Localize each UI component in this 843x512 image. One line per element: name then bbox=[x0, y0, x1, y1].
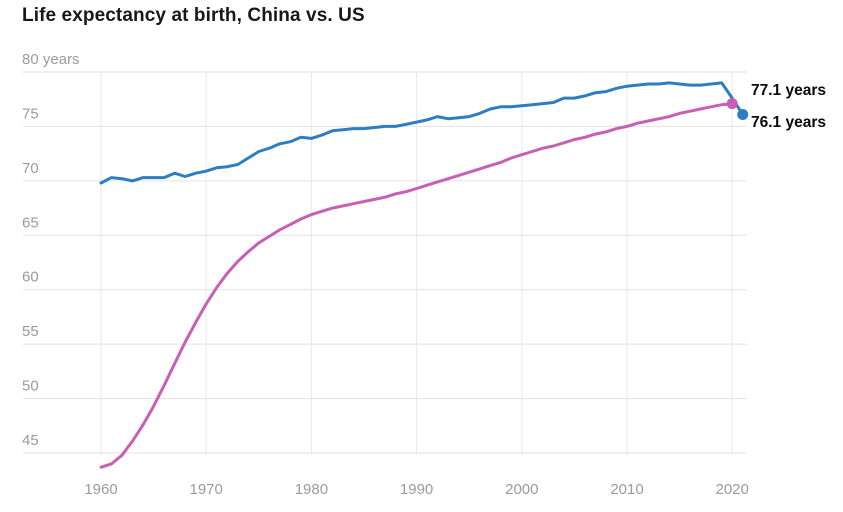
x-tick-label: 1990 bbox=[400, 481, 433, 498]
x-tick-label: 2020 bbox=[716, 481, 749, 498]
us-end-dot bbox=[737, 108, 749, 120]
us-end-value-label: 76.1 years bbox=[751, 114, 826, 131]
x-tick-label: 1980 bbox=[295, 481, 328, 498]
china-end-dot bbox=[726, 98, 738, 110]
x-tick-label: 1960 bbox=[84, 481, 117, 498]
us-line bbox=[99, 81, 745, 185]
chart-title: Life expectancy at birth, China vs. US bbox=[22, 5, 365, 26]
china-end-value-label: 77.1 years bbox=[751, 82, 826, 99]
y-tick-label: 70 bbox=[22, 160, 39, 177]
china-line bbox=[99, 102, 734, 469]
x-tick-label: 2000 bbox=[505, 481, 538, 498]
y-tick-label: 50 bbox=[22, 378, 39, 395]
y-tick-label: 45 bbox=[22, 432, 39, 449]
y-tick-label: 80 years bbox=[22, 51, 80, 68]
y-tick-label: 55 bbox=[22, 323, 39, 340]
x-tick-label: 1970 bbox=[190, 481, 223, 498]
y-tick-label: 75 bbox=[22, 105, 39, 122]
y-tick-label: 65 bbox=[22, 214, 39, 231]
y-tick-label: 60 bbox=[22, 269, 39, 286]
x-tick-label: 2010 bbox=[610, 481, 643, 498]
